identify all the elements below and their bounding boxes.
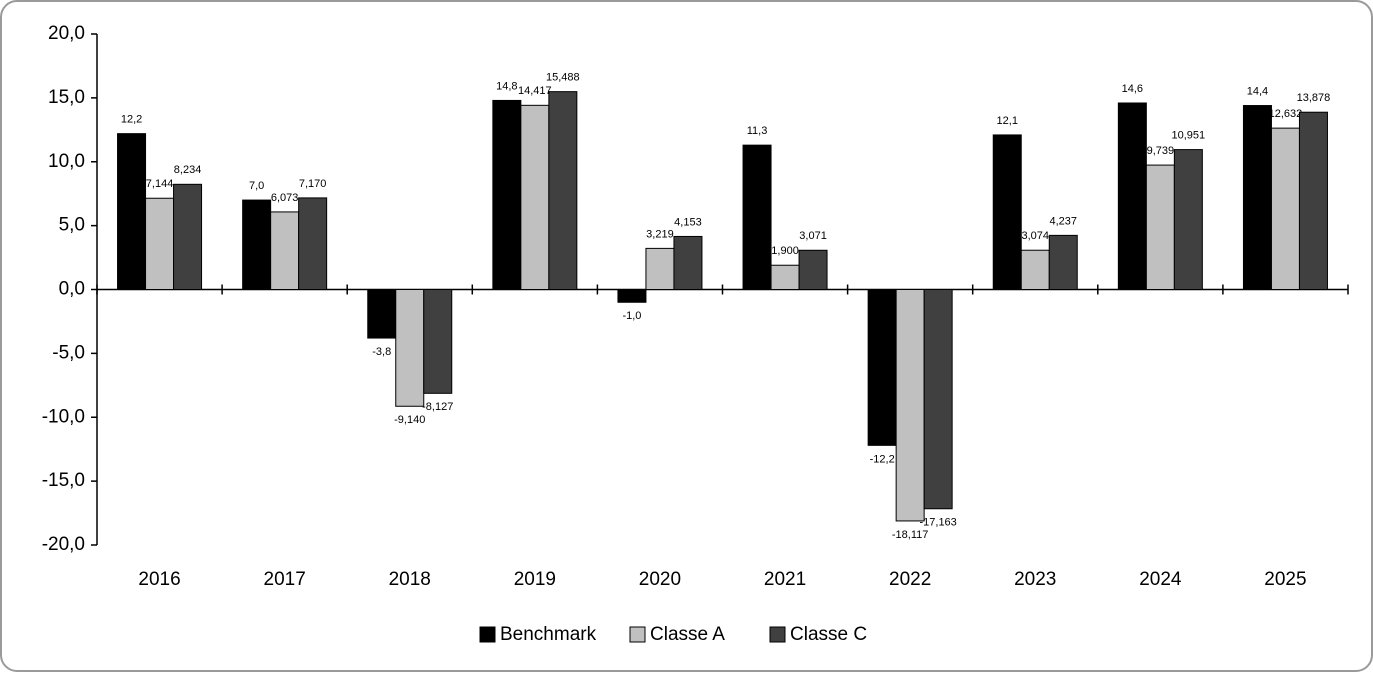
value-label: -1,0 [622, 310, 641, 322]
bar [548, 91, 578, 291]
bar [173, 183, 203, 290]
bar [298, 197, 328, 290]
bar [242, 199, 272, 290]
value-label: -3,8 [372, 346, 391, 358]
value-label: 7,170 [299, 178, 327, 190]
legend-label: Classe C [790, 624, 867, 645]
bar [798, 249, 828, 290]
value-label: 14,417 [518, 85, 552, 97]
legend-swatch [769, 626, 786, 643]
bar [395, 289, 425, 407]
x-tick-label: 2023 [1014, 569, 1056, 590]
bar [145, 197, 175, 290]
value-label: 14,8 [496, 80, 517, 92]
y-tick-label: 20,0 [48, 23, 85, 44]
x-tick-label: 2025 [1264, 569, 1306, 590]
x-tick-label: 2019 [514, 569, 556, 590]
bar [867, 289, 897, 446]
x-tick-label: 2018 [389, 569, 431, 590]
x-tick-label: 2016 [138, 569, 180, 590]
value-label: 3,074 [1021, 230, 1049, 242]
y-tick-label: -20,0 [42, 534, 85, 555]
x-tick-label: 2022 [889, 569, 931, 590]
value-label: 3,219 [646, 228, 674, 240]
bar [923, 289, 953, 510]
value-label: 8,234 [174, 164, 202, 176]
value-label: 4,237 [1049, 215, 1077, 227]
bar [1145, 164, 1175, 290]
bar [367, 289, 397, 339]
bar [1117, 102, 1147, 290]
value-label: 12,632 [1269, 108, 1303, 120]
bar [895, 289, 925, 522]
value-label: 4,153 [674, 216, 702, 228]
bar [520, 104, 550, 290]
bar [1048, 234, 1078, 291]
value-label: 3,071 [799, 230, 827, 242]
value-label: -8,127 [422, 401, 453, 413]
y-tick-label: -10,0 [42, 406, 85, 427]
value-label: 14,6 [1122, 83, 1143, 95]
value-label: 10,951 [1172, 130, 1206, 142]
legend-label: Classe A [650, 624, 725, 645]
x-tick-label: 2020 [639, 569, 681, 590]
value-label: -18,117 [892, 529, 929, 541]
value-label: -9,140 [394, 414, 425, 426]
value-label: 11,3 [747, 125, 768, 137]
bar [992, 134, 1022, 290]
y-tick-label: -5,0 [52, 342, 85, 363]
value-label: 14,4 [1247, 85, 1268, 97]
bar [742, 144, 772, 290]
x-tick-label: 2021 [764, 569, 806, 590]
value-label: 12,2 [121, 114, 142, 126]
legend-label: Benchmark [500, 624, 597, 645]
bar [423, 289, 453, 394]
value-label: 6,073 [271, 192, 299, 204]
y-tick-label: 0,0 [59, 279, 85, 300]
value-label: 15,488 [546, 72, 580, 84]
bar [1270, 127, 1300, 290]
value-label: -17,163 [919, 517, 956, 529]
bar [617, 289, 647, 303]
bar [117, 133, 147, 290]
bar [1020, 249, 1050, 290]
value-label: 12,1 [997, 115, 1018, 127]
value-label: 9,739 [1147, 145, 1175, 157]
x-tick-label: 2024 [1139, 569, 1182, 590]
bar [270, 211, 300, 290]
value-label: 7,144 [146, 178, 174, 190]
y-tick-label: 15,0 [48, 87, 85, 108]
legend-swatch [479, 626, 496, 643]
y-tick-label: 5,0 [59, 215, 85, 236]
legend-swatch [629, 626, 646, 643]
value-label: 1,900 [771, 245, 799, 257]
bar [1242, 105, 1272, 291]
y-tick-label: 10,0 [48, 151, 85, 172]
bar [770, 264, 800, 291]
x-tick-label: 2017 [264, 569, 306, 590]
bar [492, 99, 522, 291]
value-label: 13,878 [1297, 92, 1331, 104]
bar [1173, 149, 1203, 290]
value-label: 7,0 [249, 180, 264, 192]
bar [1298, 111, 1328, 290]
y-tick-label: -15,0 [42, 470, 85, 491]
value-label: -12,2 [870, 453, 895, 465]
bar [645, 247, 675, 290]
bar [673, 235, 703, 290]
